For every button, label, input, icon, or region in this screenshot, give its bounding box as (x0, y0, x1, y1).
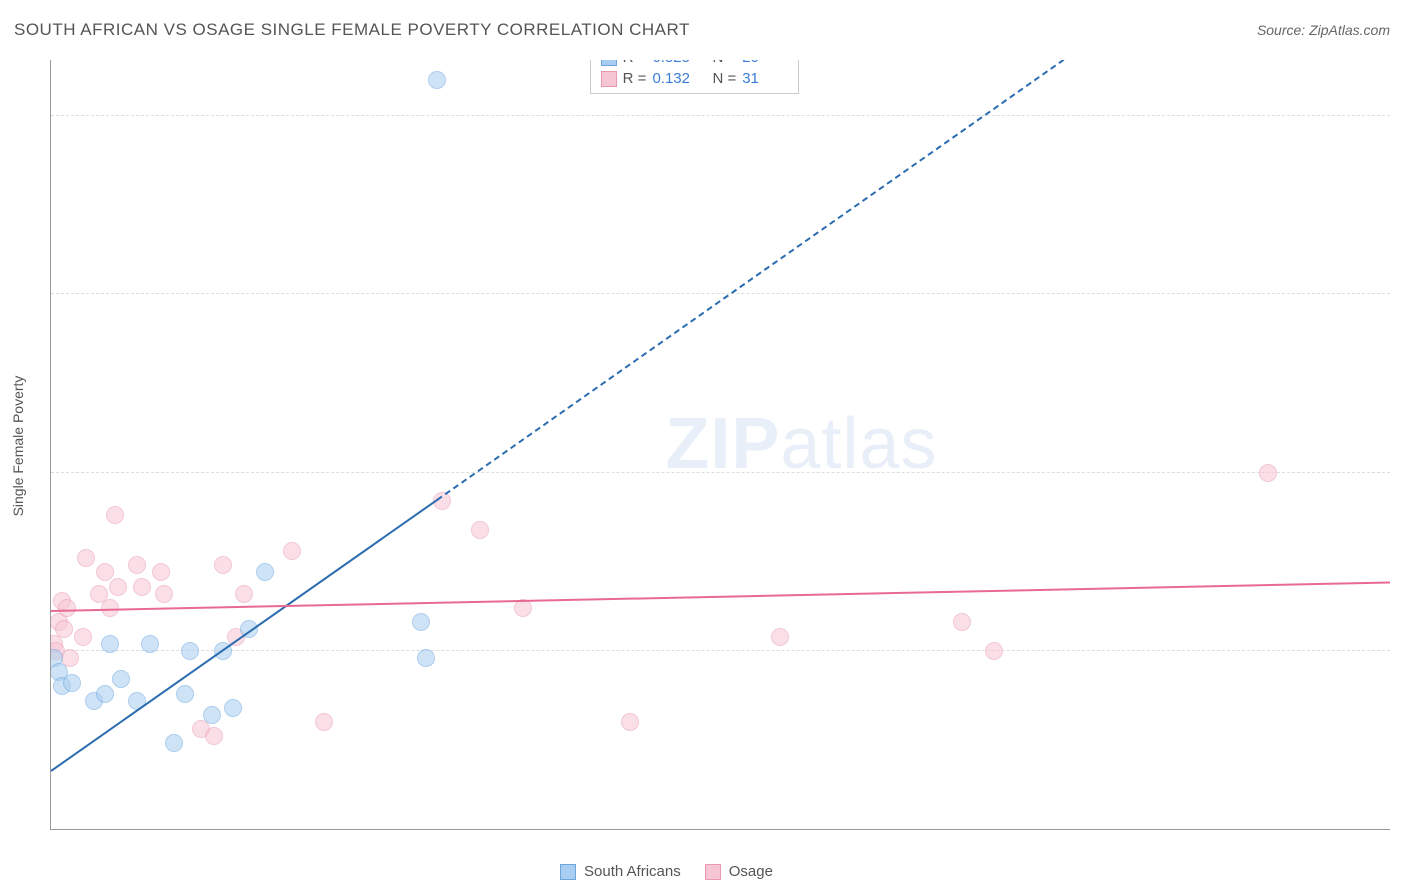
osage-point (315, 713, 333, 731)
osage-point (283, 542, 301, 560)
south-african-point (181, 642, 199, 660)
x-tick (721, 829, 722, 830)
osage-point (58, 599, 76, 617)
gridline (51, 115, 1390, 116)
n-label: N = (712, 60, 736, 66)
osage-point (128, 556, 146, 574)
chart-container: SOUTH AFRICAN VS OSAGE SINGLE FEMALE POV… (0, 0, 1406, 892)
legend-item: Osage (705, 863, 773, 880)
osage-point (152, 563, 170, 581)
osage-point (205, 727, 223, 745)
osage-point (471, 521, 489, 539)
south-african-point (63, 674, 81, 692)
south-african-point (141, 635, 159, 653)
legend-label: Osage (729, 863, 773, 880)
osage-point (1259, 464, 1277, 482)
gridline (51, 472, 1390, 473)
x-tick (1123, 829, 1124, 830)
south-african-point (412, 613, 430, 631)
osage-point (953, 613, 971, 631)
osage-point (214, 556, 232, 574)
x-tick (185, 829, 186, 830)
plot-area: ZIPatlas 25.0%50.0%75.0%100.0%0.0%25.0%R… (50, 60, 1390, 830)
south-african-point (256, 563, 274, 581)
osage-point (235, 585, 253, 603)
r-label: R = (623, 70, 647, 87)
watermark: ZIPatlas (665, 403, 937, 485)
south-african-point (96, 685, 114, 703)
south-african-point (417, 649, 435, 667)
osage-point (133, 578, 151, 596)
osage-point (74, 628, 92, 646)
x-tick (587, 829, 588, 830)
south-african-point (224, 699, 242, 717)
osage-point (109, 578, 127, 596)
n-value: 20 (742, 60, 788, 66)
r-value: 0.132 (652, 70, 698, 87)
x-tick (855, 829, 856, 830)
x-tick (1257, 829, 1258, 830)
source-attribution: Source: ZipAtlas.com (1257, 22, 1390, 38)
gridline (51, 293, 1390, 294)
legend-swatch (601, 60, 617, 66)
x-tick (453, 829, 454, 830)
legend-swatch (560, 864, 576, 880)
south-african-point (112, 670, 130, 688)
osage-point (106, 506, 124, 524)
legend-label: South Africans (584, 863, 681, 880)
x-tick (989, 829, 990, 830)
gridline (51, 650, 1390, 651)
y-axis-label: Single Female Poverty (10, 376, 26, 517)
south-african-point (165, 734, 183, 752)
trendline-south-african-dashed (436, 60, 1390, 501)
osage-point (155, 585, 173, 603)
x-tick (51, 829, 52, 830)
legend-item: South Africans (560, 863, 681, 880)
osage-point (96, 563, 114, 581)
legend-stats: R = 0.525 N = 20 R = 0.132 N = 31 (590, 60, 800, 94)
legend-stats-row: R = 0.525 N = 20 (601, 60, 789, 68)
x-tick (319, 829, 320, 830)
south-african-point (101, 635, 119, 653)
legend-bottom: South Africans Osage (560, 863, 773, 880)
legend-swatch (601, 71, 617, 87)
osage-point (77, 549, 95, 567)
osage-point (55, 620, 73, 638)
osage-point (985, 642, 1003, 660)
osage-point (621, 713, 639, 731)
south-african-point (203, 706, 221, 724)
legend-stats-row: R = 0.132 N = 31 (601, 68, 789, 89)
south-african-point (176, 685, 194, 703)
r-value: 0.525 (652, 60, 698, 66)
legend-swatch (705, 864, 721, 880)
n-value: 31 (742, 70, 788, 87)
chart-title: SOUTH AFRICAN VS OSAGE SINGLE FEMALE POV… (14, 20, 690, 40)
r-label: R = (623, 60, 647, 66)
osage-point (771, 628, 789, 646)
n-label: N = (712, 70, 736, 87)
south-african-point (428, 71, 446, 89)
